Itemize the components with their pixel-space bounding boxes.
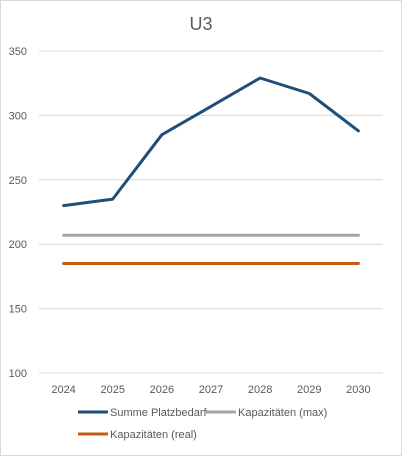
- y-tick-label: 300: [9, 110, 27, 122]
- legend-label: Summe Platzbedarf: [110, 407, 208, 419]
- y-tick-label: 250: [9, 175, 27, 187]
- x-tick-label: 2026: [150, 384, 174, 396]
- y-tick-label: 200: [9, 239, 27, 251]
- legend-label: Kapazitäten (real): [110, 429, 197, 441]
- x-tick-label: 2028: [248, 384, 272, 396]
- y-tick-label: 150: [9, 304, 27, 316]
- x-tick-label: 2027: [199, 384, 223, 396]
- y-tick-label: 350: [9, 46, 27, 58]
- x-tick-label: 2025: [100, 384, 124, 396]
- gridlines: [39, 50, 383, 374]
- series-lines: [62, 76, 360, 265]
- x-tick-label: 2024: [51, 384, 75, 396]
- legend-label: Kapazitäten (max): [238, 407, 327, 419]
- legend: Summe Platzbedarf Kapazitäten (max) Kapazi…: [78, 407, 327, 441]
- series-line-0: [62, 76, 360, 208]
- y-axis-ticks: 100 150 200 250 300 350: [9, 46, 27, 380]
- chart-title: U3: [189, 14, 212, 34]
- x-tick-label: 2030: [346, 384, 370, 396]
- y-tick-label: 100: [9, 368, 27, 380]
- x-tick-label: 2029: [297, 384, 321, 396]
- x-axis-ticks: 2024 2025 2026 2027 2028 2029 2030: [51, 384, 370, 396]
